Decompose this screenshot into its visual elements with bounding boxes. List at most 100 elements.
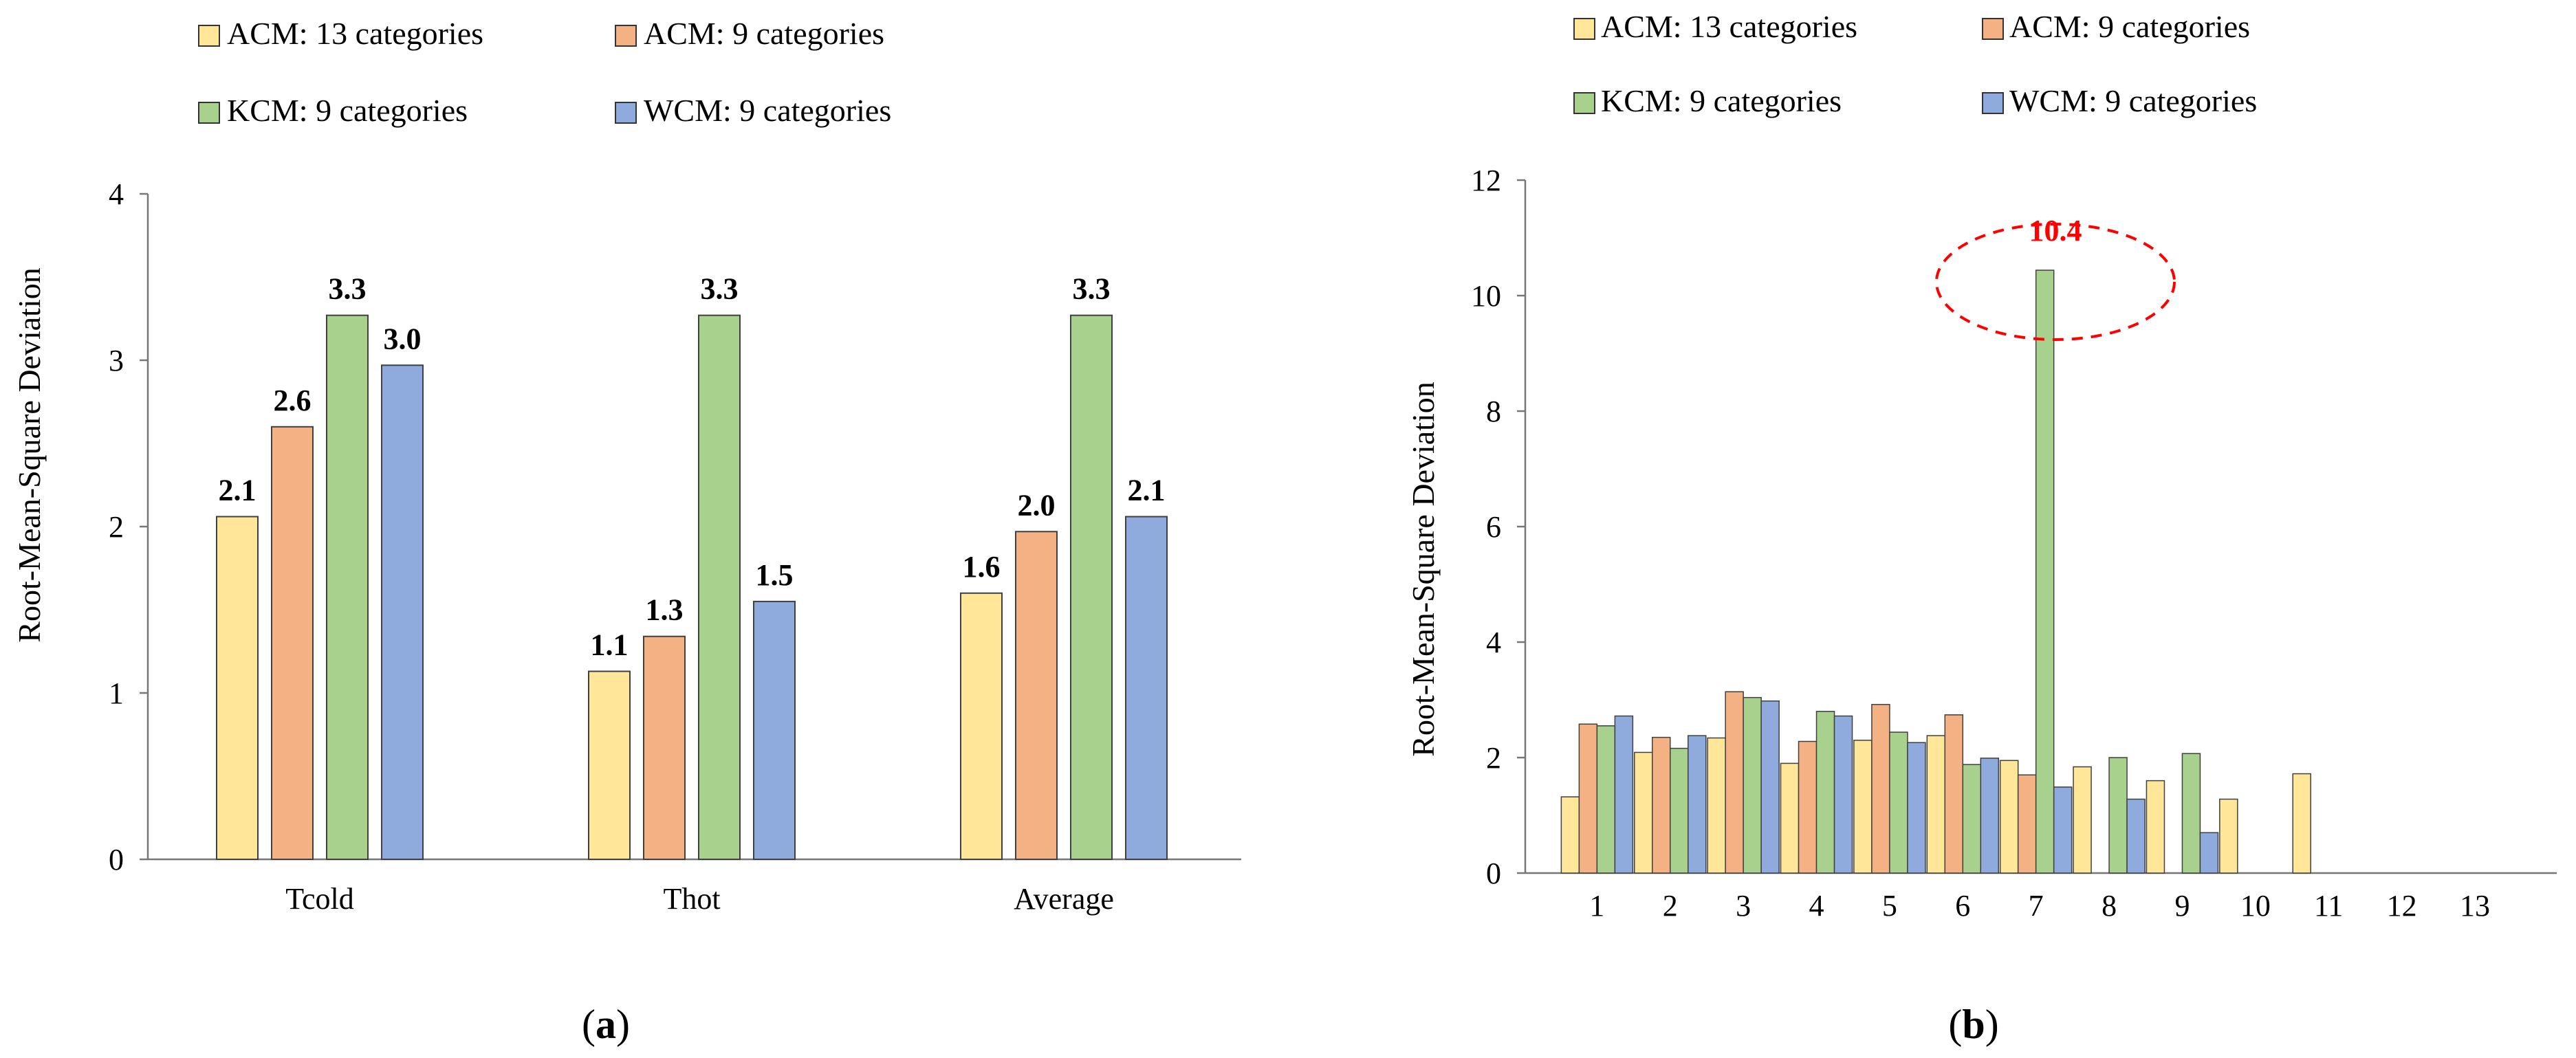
y-ticks-b: 0 2 4 6 8 10 12 [1471,164,1525,890]
bar-b-s0-c4 [1853,740,1873,874]
legend-swatch-a-1 [615,25,637,47]
bar-a-s3-c2 [1125,516,1168,860]
legend-swatch-a-0 [198,25,220,47]
data-label-a-s1-c1: 1.3 [646,593,684,627]
y-tick-label-b-3: 6 [1486,510,1501,544]
legend-swatch-b-1 [1982,18,2004,40]
data-label-a-s0-c1: 1.1 [591,628,629,662]
legend-label-b-2: KCM: 9 categories [1601,83,1842,118]
legend-b: ACM: 13 categories ACM: 9 categories KCM… [1573,9,2257,118]
bar-a-s1-c1 [643,635,686,860]
bar-b-s0-c5 [1926,735,1946,874]
bars-a [216,314,1168,861]
y-tick-label-b-1: 2 [1486,741,1501,775]
bar-b-s1-c6 [2017,774,2037,874]
bar-b-s3-c8 [2199,832,2219,874]
data-label-a-s1-c2: 2.0 [1018,488,1056,522]
bar-b-s1-c2 [1725,691,1744,874]
highlight-ellipse [1935,223,2176,341]
bar-b-s0-c6 [1999,760,2019,874]
bar-b-s2-c4 [1889,731,1908,874]
bar-b-s2-c2 [1743,696,1762,874]
x-tick-label-b-4: 5 [1882,889,1897,923]
data-label-a-s0-c0: 2.1 [219,473,256,507]
legend-label-a-2: KCM: 9 categories [227,93,468,128]
bar-a-s0-c1 [588,670,631,860]
legend-a: ACM: 13 categories ACM: 9 categories KCM… [198,16,891,128]
legend-swatch-b-0 [1573,18,1595,40]
bar-b-s3-c5 [1980,758,2000,874]
x-tick-label-b-11: 12 [2387,889,2417,923]
bar-b-s2-c8 [2181,753,2201,874]
bar-b-s2-c1 [1670,747,1689,874]
legend-label-b-1: ACM: 9 categories [2009,9,2250,44]
data-label-a-s2-c0: 3.3 [329,272,367,306]
legend-swatch-b-2 [1573,92,1595,114]
x-tick-label-b-3: 4 [1809,889,1824,923]
x-tick-label-b-1: 2 [1663,889,1678,923]
y-tick-label-b-4: 8 [1486,395,1501,428]
legend-label-a-3: WCM: 9 categories [644,93,891,128]
y-tick-label-a-1: 1 [109,676,124,710]
x-tick-label-b-2: 3 [1736,889,1751,923]
bar-a-s1-c0 [271,426,314,860]
bar-a-s2-c1 [698,314,741,861]
bar-b-s2-c5 [1962,764,1982,874]
x-tick-label-b-10: 11 [2314,889,2343,923]
x-tick-label-b-8: 9 [2174,889,2190,923]
panel-letter-b: b [1962,1002,1985,1047]
legend-swatch-b-3 [1982,92,2004,114]
bar-b-s1-c3 [1798,740,1818,874]
legend-swatch-a-2 [198,102,220,124]
y-tick-label-b-5: 10 [1471,279,1501,313]
x-tick-label-b-6: 7 [2029,889,2044,923]
bar-a-s2-c0 [326,314,369,861]
bar-a-s0-c0 [216,516,259,860]
data-label-a-s2-c1: 3.3 [701,272,739,306]
bar-b-s1-c0 [1578,723,1598,874]
data-label-a-s3-c1: 1.5 [756,558,794,592]
x-tick-label-b-5: 6 [1955,889,1970,923]
bars-b [1560,269,2311,874]
y-axis-title-b: Root-Mean-Square Deviation [1406,382,1441,756]
bar-b-s3-c4 [1907,742,1926,874]
data-labels-a: 2.1 1.1 1.6 2.6 1.3 2.0 3.3 3.3 3.3 3.0 1.5 2.1 [219,272,1166,662]
bar-b-s0-c1 [1634,751,1653,874]
bar-b-s2-c7 [2108,757,2128,874]
bar-b-s2-c3 [1815,711,1835,874]
chart-panel-b: ACM: 13 categories ACM: 9 categories KCM… [1406,9,2557,1047]
data-label-a-s3-c2: 2.1 [1128,473,1166,507]
bar-b-s0-c10 [2292,773,2311,874]
annotation-label: 10.4 [2029,214,2082,247]
bar-b-s0-c9 [2219,798,2238,874]
bar-a-s0-c2 [960,592,1003,860]
x-tick-label-a-0: Tcold [285,882,354,916]
data-label-a-s3-c0: 3.0 [384,322,422,355]
y-ticks-a: 0 1 2 3 4 [109,177,148,877]
legend-label-b-0: ACM: 13 categories [1601,9,1857,44]
bar-b-s2-c6 [2035,269,2055,874]
y-tick-label-a-3: 3 [109,344,124,377]
bar-b-s0-c0 [1560,796,1580,874]
data-label-a-s0-c2: 1.6 [963,550,1001,584]
bar-b-s2-c0 [1596,725,1616,874]
bar-b-s1-c5 [1944,714,1964,874]
chart-panel-a: ACM: 13 categories ACM: 9 categories KCM… [12,16,1241,1047]
x-tick-label-a-1: Thot [663,882,720,916]
panel-label-a: (a) [582,1002,630,1047]
bar-a-s3-c0 [381,364,424,860]
x-tick-label-b-7: 8 [2102,889,2117,923]
y-axis-title-a: Root-Mean-Square Deviation [12,267,47,642]
legend-label-a-1: ACM: 9 categories [644,16,884,51]
bar-b-s3-c7 [2126,798,2146,874]
bar-a-s2-c2 [1070,314,1113,861]
data-label-a-s1-c0: 2.6 [274,384,312,417]
x-tick-label-a-2: Average [1014,882,1114,916]
bar-a-s3-c1 [753,600,796,861]
legend-label-b-3: WCM: 9 categories [2009,83,2257,118]
y-tick-label-b-0: 0 [1486,857,1501,890]
bar-b-s0-c7 [2073,766,2092,874]
x-tick-label-b-9: 10 [2240,889,2271,923]
bar-b-s3-c1 [1688,735,1707,874]
